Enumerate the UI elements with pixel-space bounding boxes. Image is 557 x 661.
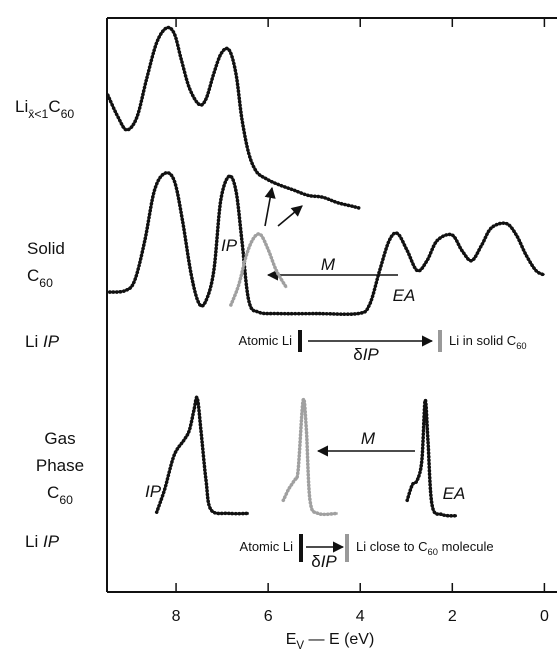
annotation-part: M (321, 255, 336, 274)
x-tick-label: 0 (540, 608, 549, 625)
x-tick-label: 4 (356, 608, 365, 625)
level-bars (298, 330, 442, 562)
x-tick-label: 6 (264, 608, 273, 625)
x-axis-label-part: V (296, 640, 304, 652)
annotation: Atomic Li (239, 333, 293, 348)
x-axis-label-part: — E (eV) (304, 631, 374, 648)
row-label: Li IP (25, 532, 60, 551)
row-label: Phase (36, 456, 84, 475)
annotation-part: Atomic Li (239, 333, 293, 348)
annotation: Atomic Li (240, 539, 294, 554)
annotation: δIP (353, 345, 379, 364)
row-label-part: C (47, 483, 59, 502)
spectrum-core (229, 232, 288, 306)
row-label-part: IP (43, 332, 60, 351)
spectrum (108, 170, 547, 317)
annotation: EA (443, 484, 466, 503)
annotation-part: 60 (428, 547, 438, 557)
row-label-part: 60 (39, 276, 53, 290)
x-tick-label: 8 (172, 608, 181, 625)
annotation-part: EA (443, 484, 466, 503)
annotation: IP (221, 236, 238, 255)
spectrum-core (155, 396, 249, 515)
row-label-part: Gas (44, 429, 75, 448)
annotation-part: Atomic Li (240, 539, 294, 554)
row-label-part: 60 (59, 493, 73, 507)
annotation-part: IP (321, 552, 338, 571)
row-label-part: 60 (61, 107, 75, 121)
annotation-part: Li close to C (356, 539, 428, 554)
row-label-part: IP (43, 532, 60, 551)
annotation-part: δ (311, 552, 320, 571)
annotation: δIP (311, 552, 337, 571)
annotation-part: EA (393, 286, 416, 305)
row-label-part: Li (15, 97, 28, 116)
annotation-part: δ (353, 345, 362, 364)
annotation-part: IP (221, 236, 238, 255)
spectrum-core (106, 26, 361, 210)
annotation-part: IP (145, 482, 162, 501)
x-tick-label: 2 (448, 608, 457, 625)
annotation: Li in solid C60 (449, 333, 527, 351)
row-label: Gas (44, 429, 75, 448)
spectrum-core (282, 397, 338, 516)
row-label-part: C (48, 97, 60, 116)
annotation-part: IP (363, 345, 380, 364)
row-label: Li IP (25, 332, 60, 351)
spectrum-core (109, 171, 545, 316)
arrows (264, 186, 434, 553)
row-label: Solid (27, 239, 65, 258)
row-label: C60 (27, 266, 53, 290)
row-label-part: C (27, 266, 39, 285)
row-label-part: Li (25, 332, 43, 351)
annotation-part: M (361, 429, 376, 448)
row-label-part: x̄<1 (28, 107, 48, 121)
annotation-part: Li in solid C (449, 333, 516, 348)
x-axis-label: EV — E (eV) (286, 631, 375, 652)
spectrum (229, 232, 289, 307)
annotation: IP (145, 482, 162, 501)
row-label-part: Solid (27, 239, 65, 258)
annotation: M (321, 255, 336, 274)
frame (106, 17, 557, 593)
annotation: Li close to C60 molecule (356, 539, 494, 557)
annotation: EA (393, 286, 416, 305)
row-label-part: Phase (36, 456, 84, 475)
row-label-part: Li (25, 532, 43, 551)
annotation-part: molecule (438, 539, 494, 554)
annotation: M (361, 429, 376, 448)
row-label: Lix̄<1C60 (15, 97, 74, 121)
row-label: C60 (47, 483, 73, 507)
spectrum-core (406, 399, 457, 518)
x-axis-label-part: E (286, 631, 297, 648)
annotation-part: 60 (516, 341, 526, 351)
